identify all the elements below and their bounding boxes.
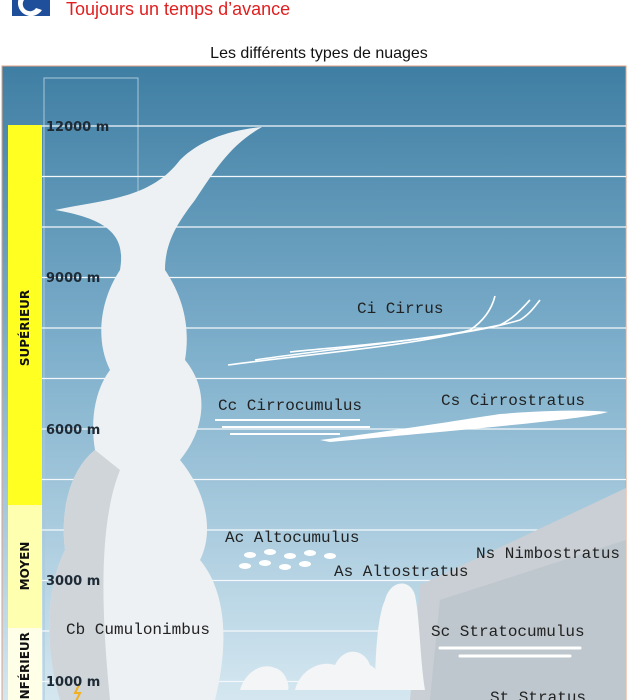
altitude-label: 6000 m (46, 423, 100, 438)
cloud-label: Ci Cirrus (357, 300, 443, 318)
stratocumulus (438, 646, 582, 658)
lightning (73, 682, 82, 700)
title: Les différents types de nuages (210, 45, 428, 62)
level-label: SUPÉRIEUR (17, 290, 32, 366)
altitude-label: 12000 m (46, 120, 109, 135)
level-upper (8, 125, 42, 505)
cumulus-tower (375, 583, 425, 690)
cloud-label: Ac Altocumulus (225, 529, 359, 547)
cloud-label: Cs Cirrostratus (441, 392, 585, 410)
level-label: INFÉRIEUR (17, 632, 32, 700)
cumulonimbus-shade (49, 450, 120, 700)
cloud-label: Ns Nimbostratus (476, 545, 620, 563)
level-middle (8, 505, 42, 628)
altitude-label: 1000 m (46, 675, 100, 690)
cirrocumulus (215, 419, 370, 435)
cumulus (240, 666, 289, 690)
cirrus (227, 295, 541, 366)
nimbostratus-rain (430, 540, 626, 700)
level-label: MOYEN (18, 542, 32, 591)
slogan: Toujours un temps d’avance (66, 0, 290, 19)
logo-mark (18, 0, 42, 16)
altitude-label: 3000 m (46, 574, 100, 589)
cloud-label: Sc Stratocumulus (431, 623, 585, 641)
level-lower (8, 628, 42, 700)
cloud-label: Cc Cirrocumulus (218, 397, 362, 415)
cirrostratus (320, 410, 608, 442)
cumulus (295, 651, 382, 690)
altocumulus (239, 549, 336, 570)
cloud-label: Cb Cumulonimbus (66, 621, 210, 639)
cloud-label: As Altostratus (334, 563, 468, 581)
altitude-label: 9000 m (46, 271, 100, 286)
cloud-label: St Stratus (490, 689, 586, 700)
